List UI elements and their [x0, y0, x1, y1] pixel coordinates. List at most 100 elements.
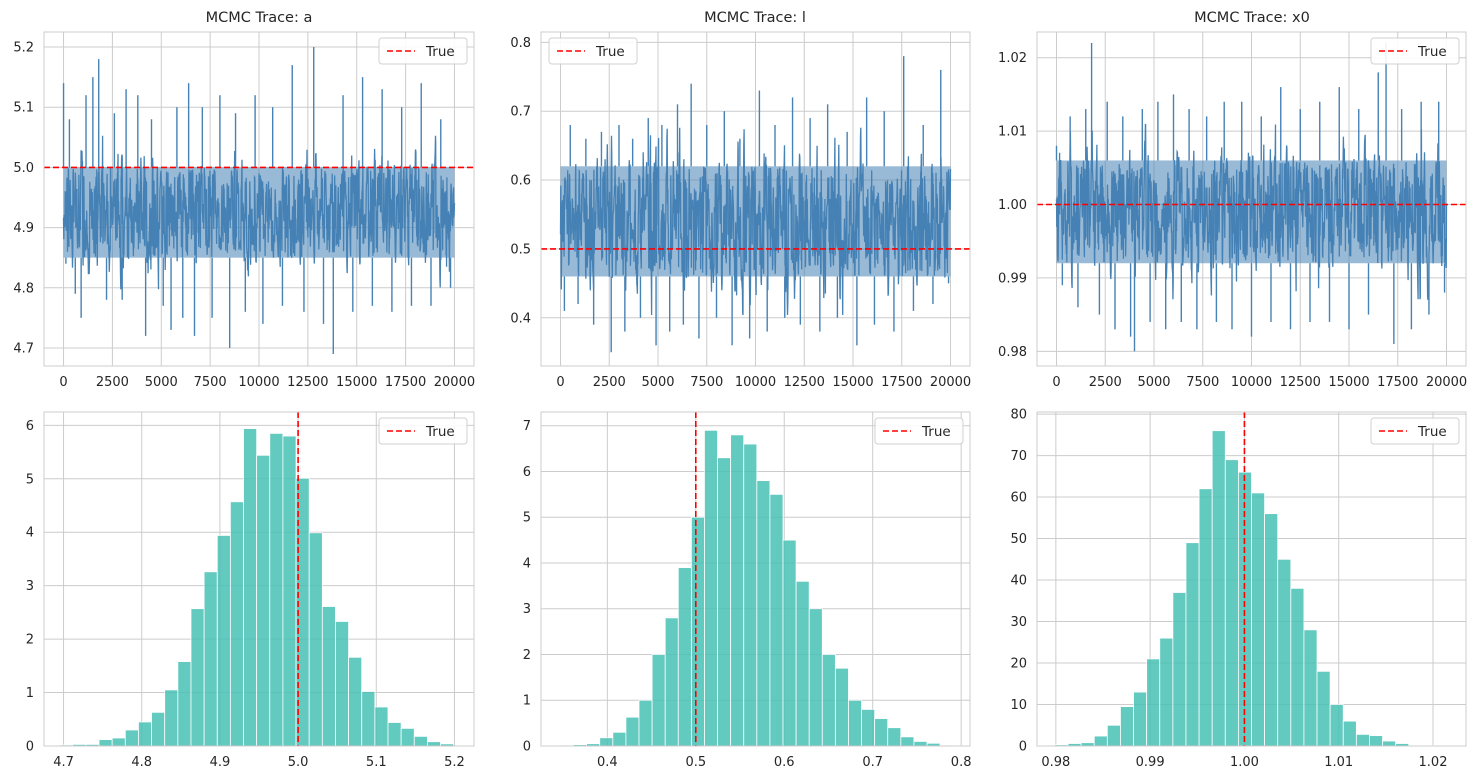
x-tick-label: 17500	[881, 375, 922, 390]
legend: True	[1370, 417, 1460, 445]
x-tick-label: 10000	[1231, 375, 1272, 390]
histogram-bar	[913, 741, 928, 747]
y-tick-label: 5	[26, 472, 34, 487]
x-tick-label: 7500	[690, 375, 723, 390]
x-tick-label: 4.8	[131, 755, 152, 770]
hist-panel-x0: 0.98 0.99 1.00 1.01 1.02 0 10 20 30 40 50 60 70 80 T…	[1010, 408, 1467, 770]
histogram-bar	[1369, 735, 1383, 747]
y-tick-label: 5.0	[13, 161, 34, 176]
data-layer	[44, 47, 474, 354]
y-tick-label: 0	[1019, 740, 1027, 755]
x-tick-label: 1.00	[1230, 755, 1259, 770]
plot-border	[1036, 411, 1467, 747]
legend-box	[874, 417, 964, 445]
x-tick-label: 20000	[1426, 375, 1467, 390]
y-tick-label: 0.4	[510, 311, 531, 326]
data-layer	[541, 56, 970, 353]
y-tick-label: 5.2	[13, 41, 34, 56]
y-tick-label: 5	[523, 511, 531, 526]
y-tick-label: 2	[26, 633, 34, 648]
legend: True	[378, 417, 468, 445]
histogram-bar	[282, 435, 297, 747]
histogram-bar	[900, 736, 915, 747]
histogram-bar	[1172, 592, 1187, 747]
x-tick-label: 12500	[287, 375, 328, 390]
x-tick-label: 0	[59, 375, 67, 390]
histogram-bar	[1277, 558, 1292, 747]
legend-label: True	[921, 424, 951, 440]
histogram-bar	[1159, 637, 1174, 747]
data-layer	[1037, 43, 1466, 352]
histogram-bar	[651, 654, 666, 747]
histogram-bar	[704, 429, 718, 747]
legend-label: True	[595, 44, 625, 60]
histogram-bar	[427, 741, 441, 747]
y-tick-label: 1.01	[998, 125, 1027, 140]
y-ticks: 4.7 4.8 4.9 5.0 5.1 5.2	[13, 41, 34, 357]
histogram-bar	[1316, 670, 1331, 747]
y-tick-label: 4.9	[13, 221, 34, 236]
histogram-bar	[1224, 459, 1239, 747]
y-ticks: 0 1 2 3 4 5 6 7	[523, 419, 531, 754]
x-tick-label: 5000	[641, 375, 674, 390]
x-ticks: 0 2500 5000 7500 10000 12500 15000 17500 20000	[1052, 375, 1467, 390]
histogram-bar	[216, 535, 231, 747]
y-tick-label: 40	[1010, 574, 1027, 589]
histogram-bar	[269, 432, 284, 747]
histogram-bar	[782, 539, 797, 747]
histogram-bar	[1290, 587, 1305, 747]
histogram-bar	[861, 708, 876, 747]
y-tick-label: 1.00	[998, 198, 1027, 213]
plot-border	[540, 411, 971, 747]
legend-box	[548, 37, 638, 65]
legend-box	[1370, 37, 1460, 65]
histogram-bar	[321, 606, 336, 747]
histogram-bar	[664, 617, 679, 747]
chart-title: MCMC Trace: l	[704, 10, 806, 26]
x-tick-label: 12500	[1280, 375, 1321, 390]
histogram-bar	[821, 654, 836, 747]
y-tick-label: 7	[523, 419, 531, 434]
histogram-bar	[177, 661, 192, 747]
x-tick-label: 2500	[593, 375, 626, 390]
y-tick-label: 6	[26, 419, 34, 434]
y-tick-label: 60	[1010, 491, 1027, 506]
histogram-bar	[1251, 492, 1266, 747]
x-tick-label: 5000	[145, 375, 178, 390]
x-tick-label: 1.02	[1419, 755, 1448, 770]
x-tick-label: 4.9	[210, 755, 231, 770]
chart-title: MCMC Trace: x0	[1194, 10, 1310, 26]
histogram-bar	[887, 727, 902, 747]
histogram-bar	[1198, 488, 1213, 747]
plot-border	[43, 31, 475, 367]
legend-label: True	[1417, 44, 1447, 60]
histogram-bar	[98, 739, 113, 747]
plot-border	[43, 411, 475, 747]
legend-box	[1370, 417, 1460, 445]
histogram-bar	[625, 716, 640, 747]
x-tick-label: 10000	[238, 375, 279, 390]
x-tick-label: 0.99	[1136, 755, 1165, 770]
x-ticks: 0.4 0.5 0.6 0.7 0.8	[597, 755, 972, 770]
histogram-bar	[138, 721, 152, 747]
y-ticks: 0 1 2 3 4 5 6	[26, 419, 34, 755]
y-tick-label: 3	[26, 579, 34, 594]
histogram-bar	[308, 532, 323, 747]
histogram-bar	[848, 699, 862, 747]
x-ticks: 4.7 4.8 4.9 5.0 5.1 5.2	[53, 755, 465, 770]
x-ticks: 0 2500 5000 7500 10000 12500 15000 17500 20000	[59, 375, 475, 390]
histogram-bar	[203, 571, 218, 747]
y-ticks: 0 10 20 30 40 50 60 70 80	[1010, 408, 1027, 755]
legend-label: True	[1417, 424, 1447, 440]
histogram-bar	[795, 580, 810, 747]
y-ticks: 0.98 0.99 1.00 1.01 1.02	[998, 51, 1027, 360]
histogram-bar	[1093, 735, 1108, 747]
histogram-bar	[1120, 706, 1134, 747]
histogram-bar	[374, 706, 389, 747]
x-tick-label: 17500	[1377, 375, 1418, 390]
histogram-bar	[638, 699, 653, 747]
y-tick-label: 0.99	[998, 271, 1027, 286]
histogram-bar	[769, 493, 784, 747]
x-tick-label: 12500	[784, 375, 825, 390]
